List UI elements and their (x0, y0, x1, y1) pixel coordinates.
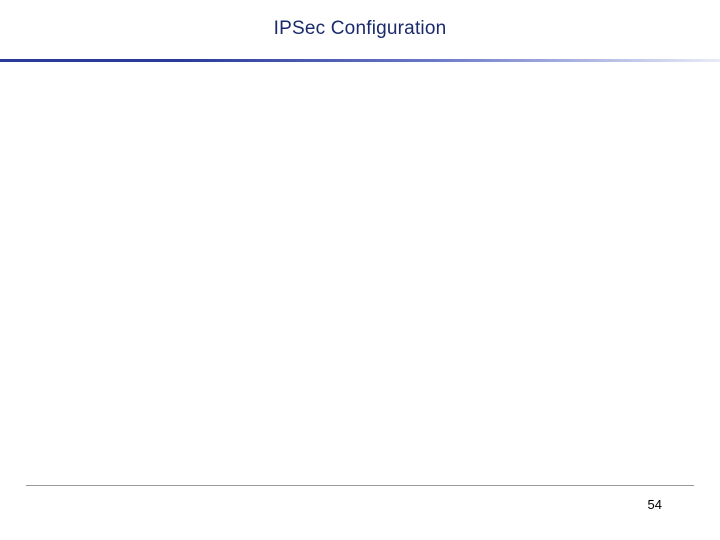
slide-container: IPSec Configuration 54 (0, 0, 720, 540)
page-number: 54 (648, 497, 662, 512)
footer-divider (26, 485, 694, 486)
title-divider (0, 59, 720, 62)
slide-title: IPSec Configuration (0, 0, 720, 40)
